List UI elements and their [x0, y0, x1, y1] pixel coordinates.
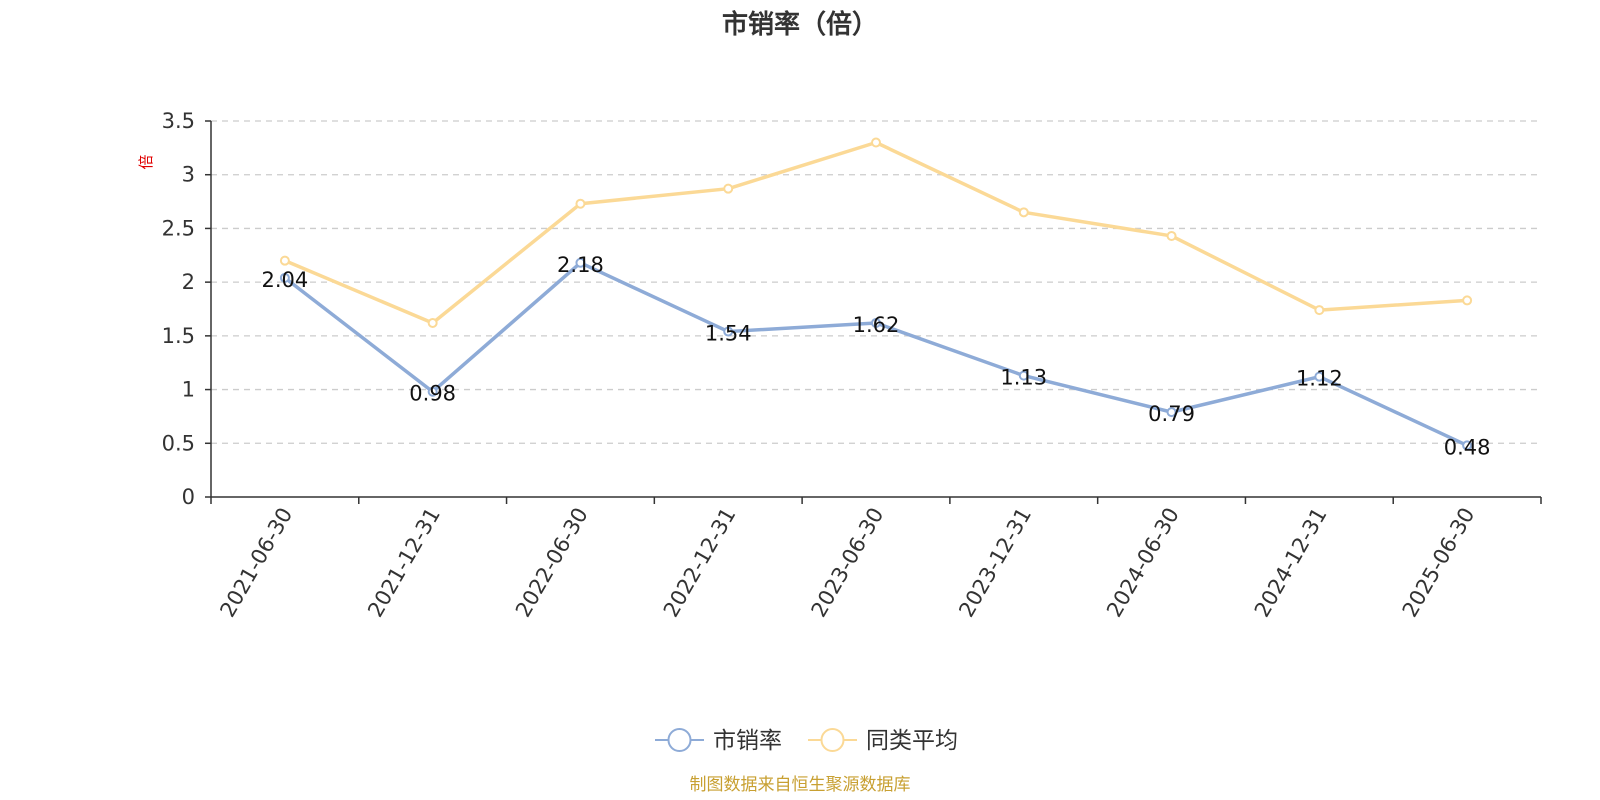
y-tick-label: 3.5: [162, 109, 195, 133]
x-tick-label: 2024-06-30: [1102, 504, 1184, 622]
chart-title: 市销率（倍）: [722, 9, 878, 40]
x-tick-label: 2025-06-30: [1398, 504, 1480, 622]
data-label: 0.98: [409, 382, 456, 406]
legend-item[interactable]: 市销率: [655, 728, 782, 754]
data-point: [575, 198, 586, 209]
y-tick-label: 1: [182, 378, 195, 402]
data-label: 1.12: [1296, 367, 1343, 391]
legend-label: 市销率: [713, 728, 782, 754]
data-point: [1018, 370, 1029, 381]
x-tick-label: 2021-06-30: [215, 504, 297, 622]
axes: 0 0.5 1 1.5 2 2.5 3 3.5 2021-06-30 2021-12-31 2022…: [162, 109, 1542, 622]
data-point: [871, 137, 881, 148]
data-label: 0.79: [1148, 402, 1195, 426]
data-point: [279, 255, 290, 266]
series-lines: [279, 137, 1473, 451]
data-label: 0.48: [1444, 435, 1491, 459]
source-note: 制图数据来自恒生聚源数据库: [690, 775, 911, 795]
data-point: [723, 326, 734, 337]
data-label: 1.13: [1000, 366, 1047, 390]
data-point: [1166, 230, 1177, 241]
data-point: [1314, 371, 1325, 382]
legend-marker: [667, 728, 692, 752]
x-tick-label: 2023-06-30: [807, 504, 889, 622]
y-tick-label: 0: [182, 485, 195, 509]
data-point: [427, 317, 438, 328]
data-point: [1166, 407, 1177, 418]
legend-item[interactable]: 同类平均: [808, 728, 958, 754]
y-tick-label: 2: [182, 270, 195, 294]
data-label: 2.04: [262, 268, 309, 292]
x-tick-label: 2022-12-31: [659, 504, 741, 622]
series-line-2: [284, 140, 1468, 325]
data-point: [575, 257, 586, 268]
data-point: [723, 183, 734, 194]
data-label: 2.18: [557, 253, 604, 277]
legend-marker: [820, 728, 845, 752]
data-point: [279, 272, 290, 283]
data-point: [427, 386, 438, 397]
data-point: [1314, 305, 1325, 316]
y-tick-label: 0.5: [162, 431, 195, 455]
y-tick-label: 3: [182, 163, 195, 187]
data-label: 1.62: [853, 313, 900, 337]
x-tick-label: 2024-12-31: [1250, 504, 1332, 622]
x-tick-label: 2021-12-31: [363, 503, 445, 621]
data-point: [871, 317, 881, 328]
y-tick-label: 2.5: [162, 216, 195, 240]
data-point: [1462, 440, 1473, 451]
data-labels: 2.04 0.98 2.18 1.54 1.62 1.13 0.79 1.12 0.48: [262, 253, 1491, 460]
data-point: [1462, 295, 1473, 306]
series-line-1: [283, 261, 1468, 448]
x-tick-label: 2023-12-31: [954, 504, 1036, 622]
y-tick-label: 1.5: [162, 324, 195, 348]
data-label: 1.54: [705, 322, 752, 346]
x-tick-label: 2022-06-30: [511, 504, 593, 622]
data-point: [1018, 207, 1029, 218]
legend[interactable]: 市销率 同类平均: [655, 728, 958, 754]
legend-label: 同类平均: [866, 728, 958, 754]
y-axis-unit-label: 倍: [137, 154, 155, 169]
